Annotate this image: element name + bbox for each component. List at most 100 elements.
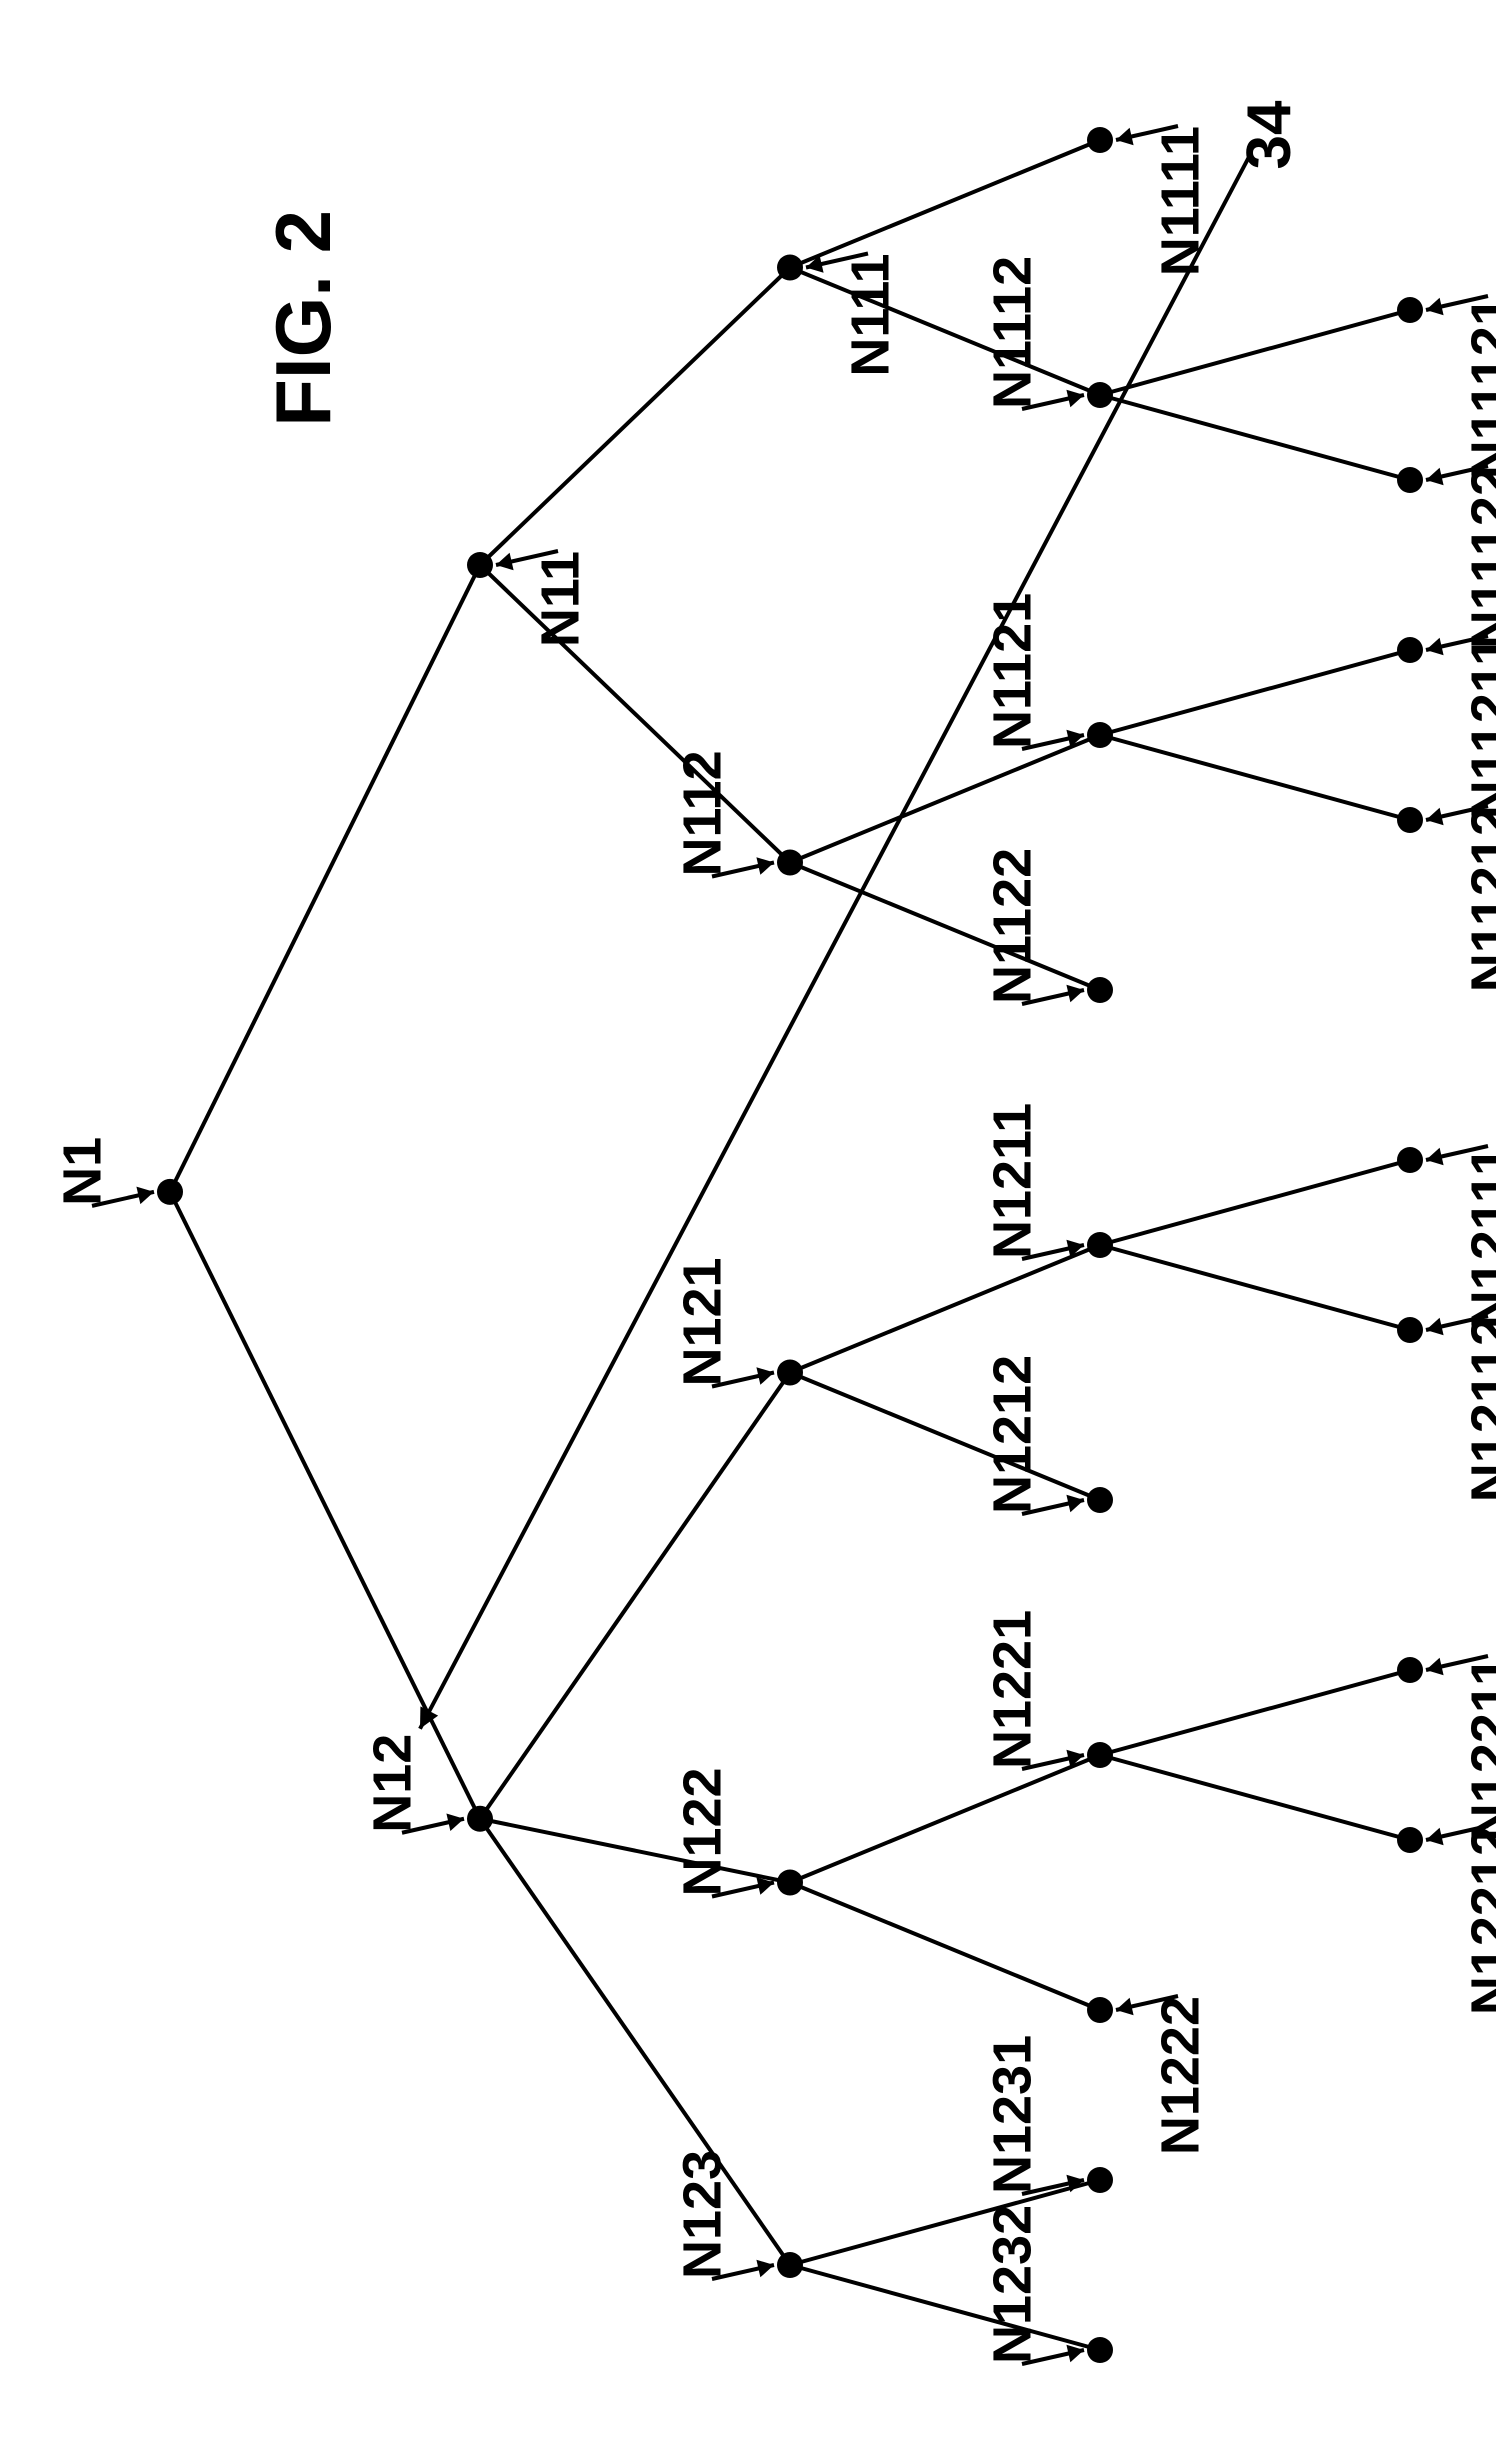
node-N121 bbox=[777, 1360, 803, 1386]
node-N12211 bbox=[1397, 1657, 1423, 1683]
label-arrow-head bbox=[1426, 468, 1444, 486]
edge bbox=[790, 863, 1100, 991]
node-N12 bbox=[467, 1806, 493, 1832]
label-arrow-head bbox=[756, 1367, 774, 1385]
tree-diagram: N1N11N12N111N112N121N122N123N1111N1112N1… bbox=[0, 0, 1496, 2464]
edge bbox=[1100, 735, 1410, 820]
node-N1 bbox=[157, 1179, 183, 1205]
edge bbox=[480, 1373, 790, 1819]
node-label-N11121: N11121 bbox=[1460, 296, 1496, 479]
node-N1112 bbox=[1087, 382, 1113, 408]
node-N12112 bbox=[1397, 1317, 1423, 1343]
edge bbox=[1100, 395, 1410, 480]
edge bbox=[480, 565, 790, 863]
node-label-N12112: N12112 bbox=[1460, 1316, 1496, 1502]
node-label-N1212: N1212 bbox=[982, 1355, 1042, 1514]
node-N1122 bbox=[1087, 977, 1113, 1003]
edge bbox=[1100, 1670, 1410, 1755]
node-label-N11122: N11122 bbox=[1460, 466, 1496, 649]
label-arrow-head bbox=[1426, 1828, 1444, 1846]
node-N11211 bbox=[1397, 637, 1423, 663]
edge bbox=[790, 1245, 1100, 1373]
edge bbox=[1100, 1245, 1410, 1330]
node-label-N1221: N1221 bbox=[982, 1610, 1042, 1769]
edge bbox=[790, 1755, 1100, 1883]
label-arrow-head bbox=[446, 1813, 464, 1831]
node-N1222 bbox=[1087, 1997, 1113, 2023]
edge bbox=[1100, 1160, 1410, 1245]
edge bbox=[1100, 1755, 1410, 1840]
node-label-N1121: N1121 bbox=[982, 593, 1042, 749]
node-N11212 bbox=[1397, 807, 1423, 833]
node-label-N11211: N11211 bbox=[1460, 636, 1496, 819]
node-N122 bbox=[777, 1870, 803, 1896]
label-arrow-head bbox=[1066, 1495, 1084, 1513]
edges-layer bbox=[170, 140, 1410, 2350]
ref-arrow bbox=[420, 155, 1250, 1729]
edge bbox=[170, 565, 480, 1192]
edge bbox=[790, 2265, 1100, 2350]
label-arrow-head bbox=[756, 2260, 774, 2278]
node-N1231 bbox=[1087, 2167, 1113, 2193]
edge bbox=[790, 2180, 1100, 2265]
edge bbox=[480, 268, 790, 566]
node-N1121 bbox=[1087, 722, 1113, 748]
label-arrow-head bbox=[1426, 1148, 1444, 1166]
arrows-layer bbox=[92, 126, 1488, 2364]
node-label-N12111: N12111 bbox=[1460, 1146, 1496, 1329]
node-label-N1: N1 bbox=[52, 1137, 112, 1206]
label-arrow-head bbox=[1116, 128, 1134, 146]
node-N112 bbox=[777, 850, 803, 876]
node-label-N1232: N1232 bbox=[982, 2205, 1042, 2364]
edge bbox=[790, 1373, 1100, 1501]
label-arrow-head bbox=[1426, 1658, 1444, 1676]
label-arrow-head bbox=[1066, 2345, 1084, 2363]
node-N1232 bbox=[1087, 2337, 1113, 2363]
node-label-N111: N111 bbox=[840, 254, 900, 377]
labels-layer: N1N11N12N111N112N121N122N123N1111N1112N1… bbox=[52, 126, 1496, 2364]
edge bbox=[790, 1883, 1100, 2011]
node-label-N12211: N12211 bbox=[1460, 1656, 1496, 1842]
edge bbox=[480, 1819, 790, 1883]
label-arrow-head bbox=[496, 553, 514, 571]
edge bbox=[790, 735, 1100, 863]
figure-title: FIG. 2 bbox=[259, 210, 347, 427]
label-arrow-head bbox=[136, 1187, 154, 1205]
node-label-N122: N122 bbox=[672, 1767, 732, 1896]
label-arrow-head bbox=[1116, 1998, 1134, 2016]
edge bbox=[790, 140, 1100, 268]
node-N1221 bbox=[1087, 1742, 1113, 1768]
node-label-N12212: N12212 bbox=[1460, 1826, 1496, 2015]
label-arrow-head bbox=[1426, 808, 1444, 826]
edge bbox=[1100, 650, 1410, 735]
node-label-N1122: N1122 bbox=[982, 848, 1042, 1004]
node-N11121 bbox=[1397, 297, 1423, 323]
node-N123 bbox=[777, 2252, 803, 2278]
node-label-N121: N121 bbox=[672, 1257, 732, 1386]
nodes-layer bbox=[157, 127, 1423, 2363]
node-label-N1222: N1222 bbox=[1150, 1996, 1210, 2155]
node-label-N112: N112 bbox=[672, 750, 732, 876]
label-arrow-head bbox=[1066, 985, 1084, 1003]
label-arrow-head bbox=[1426, 298, 1444, 316]
node-N111 bbox=[777, 255, 803, 281]
ref-number-text: 34 bbox=[1235, 100, 1304, 169]
node-N1211 bbox=[1087, 1232, 1113, 1258]
label-arrow-head bbox=[1066, 390, 1084, 408]
node-N12212 bbox=[1397, 1827, 1423, 1853]
edge bbox=[170, 1192, 480, 1819]
node-label-N12: N12 bbox=[362, 1734, 422, 1833]
node-N12111 bbox=[1397, 1147, 1423, 1173]
label-arrow-head bbox=[1426, 638, 1444, 656]
node-label-N1231: N1231 bbox=[982, 2035, 1042, 2194]
node-N11 bbox=[467, 552, 493, 578]
node-label-N11212: N11212 bbox=[1460, 806, 1496, 992]
label-arrow-head bbox=[756, 857, 774, 875]
node-N1111 bbox=[1087, 127, 1113, 153]
node-label-N11: N11 bbox=[530, 551, 590, 647]
edge bbox=[790, 268, 1100, 396]
edge bbox=[480, 1819, 790, 2265]
node-N11122 bbox=[1397, 467, 1423, 493]
node-label-N1112: N1112 bbox=[982, 256, 1042, 409]
node-label-N1111: N1111 bbox=[1150, 126, 1210, 276]
